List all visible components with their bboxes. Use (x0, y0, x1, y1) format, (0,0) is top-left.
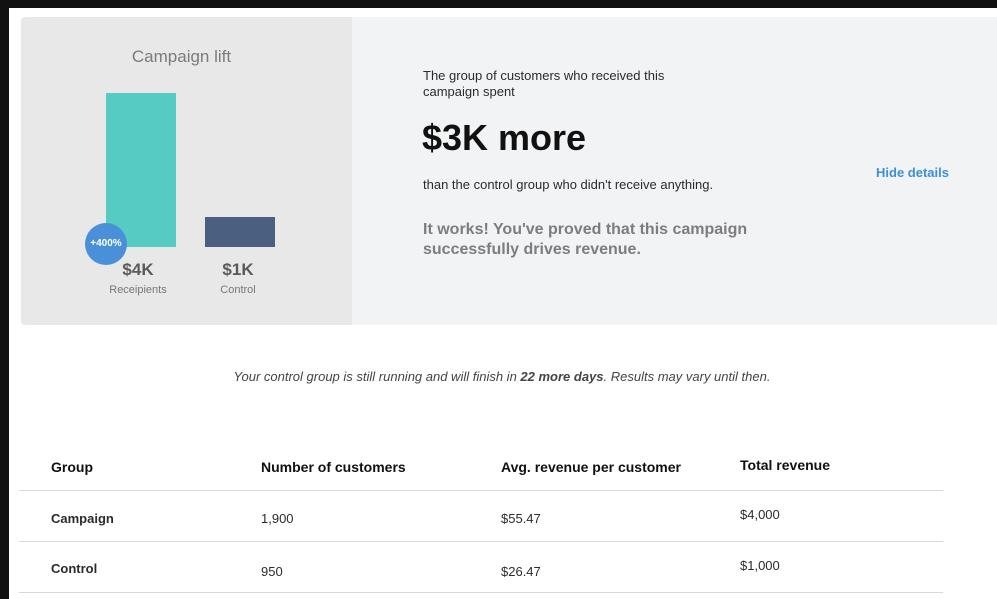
summary-subtext: than the control group who didn't receiv… (423, 177, 714, 192)
summary-result-text: It works! You've proved that this campai… (423, 221, 748, 258)
row-avg-revenue: $55.47 (501, 511, 541, 526)
notice-days-remaining: 22 more days (520, 369, 604, 384)
bar-recipients (106, 93, 176, 247)
results-table: Group Number of customers Avg. revenue p… (19, 440, 943, 593)
row-group-name: Control (51, 561, 98, 576)
table-row: Campaign 1,900 $55.47 $4,000 (19, 491, 943, 542)
row-total-revenue: $4,000 (740, 507, 780, 522)
notice-suffix: . Results may vary until then. (603, 369, 771, 384)
lift-percentage-badge: +400% (85, 223, 127, 265)
table-row: Control 950 $26.47 $1,000 (19, 542, 943, 593)
row-avg-revenue: $26.47 (501, 564, 541, 579)
recipients-category-label: Receipients (109, 284, 167, 296)
header-avg-revenue: Avg. revenue per customer (501, 459, 681, 475)
header-total-revenue: Total revenue (740, 457, 830, 473)
control-category-label: Control (220, 284, 256, 296)
notice-prefix: Your control group is still running and … (233, 369, 521, 384)
row-customer-count: 950 (261, 564, 283, 579)
window-frame-top (0, 0, 997, 8)
campaign-summary-panel: Campaign lift +400% $4K Receipients $1K … (21, 17, 997, 325)
header-number-of-customers: Number of customers (261, 459, 406, 475)
window-frame-left (0, 0, 9, 599)
hide-details-link[interactable]: Hide details (876, 165, 949, 180)
control-value-label: $1K (222, 260, 254, 279)
campaign-lift-chart: Campaign lift +400% $4K Receipients $1K … (21, 17, 352, 325)
summary-intro-text: The group of customers who received this… (423, 68, 665, 99)
summary-headline: $3K more (422, 117, 587, 158)
header-group: Group (51, 459, 93, 475)
row-total-revenue: $1,000 (740, 558, 780, 573)
bar-control (205, 217, 275, 247)
row-customer-count: 1,900 (261, 511, 294, 526)
recipients-value-label: $4K (122, 260, 154, 279)
control-group-notice: Your control group is still running and … (0, 369, 997, 384)
row-group-name: Campaign (51, 511, 114, 526)
table-header-row: Group Number of customers Avg. revenue p… (19, 440, 943, 491)
chart-title: Campaign lift (131, 47, 232, 66)
